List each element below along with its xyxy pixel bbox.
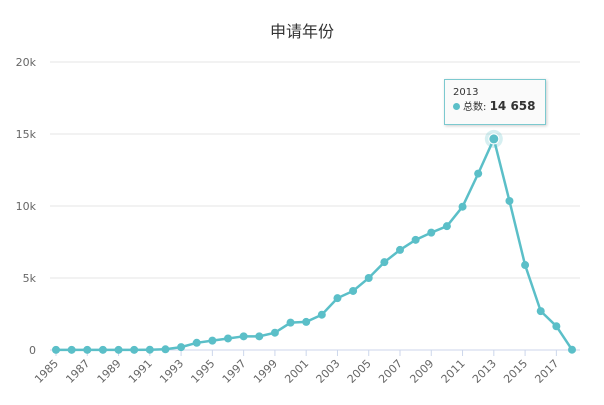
data-point: [302, 317, 311, 326]
data-point: [349, 286, 358, 295]
data-point: [474, 169, 483, 178]
data-point: [208, 336, 217, 345]
data-point: [458, 202, 467, 211]
data-point: [568, 345, 576, 354]
data-point: [224, 334, 232, 343]
x-tick-label: 1999: [251, 357, 280, 386]
y-tick-label: 20k: [16, 56, 37, 69]
data-point: [130, 345, 139, 354]
x-tick-label: 1987: [63, 357, 92, 386]
tooltip: 2013 总数: 14 658: [444, 79, 546, 125]
data-point: [286, 318, 295, 327]
x-tick-label: 1991: [126, 357, 155, 386]
data-point: [239, 332, 248, 341]
x-tick-label: 1997: [220, 357, 249, 386]
tooltip-year: 2013: [453, 87, 479, 98]
data-point: [255, 332, 264, 341]
x-tick-label: 2015: [501, 357, 530, 386]
data-point: [442, 222, 451, 231]
data-point: [364, 274, 373, 282]
x-tick-label: 1985: [32, 357, 61, 386]
data-point: [552, 322, 561, 331]
data-point: [411, 235, 420, 244]
data-point: [52, 345, 60, 354]
y-tick-label: 15k: [16, 128, 37, 141]
x-tick-label: 1989: [95, 357, 124, 386]
data-point: [83, 345, 92, 354]
data-point: [270, 328, 279, 337]
x-tick-label: 2005: [345, 357, 374, 386]
data-point: [114, 345, 123, 354]
data-point: [161, 345, 170, 354]
tooltip-label: 总数:: [463, 102, 487, 113]
data-point: [192, 338, 201, 347]
data-point: [505, 196, 514, 205]
y-tick-label: 0: [29, 344, 36, 357]
series-dot-icon: [453, 103, 460, 110]
x-tick-label: 2013: [470, 357, 499, 386]
data-point: [145, 345, 154, 354]
data-point: [98, 345, 107, 354]
x-tick-label: 2007: [376, 357, 405, 386]
data-point: [67, 345, 76, 354]
x-tick-label: 1993: [157, 357, 186, 386]
x-tick-label: 1995: [188, 357, 217, 386]
data-point: [521, 261, 530, 270]
data-point: [177, 343, 186, 352]
chart-title: 申请年份: [269, 22, 334, 41]
series-line: [56, 135, 574, 352]
x-tick-label: 2003: [314, 357, 343, 386]
x-tick-label: 2009: [407, 357, 436, 386]
data-point: [488, 133, 500, 145]
data-point: [396, 245, 404, 254]
x-tick-label: 2011: [439, 357, 468, 386]
data-point: [536, 307, 545, 316]
tooltip-value: 14 658: [489, 99, 536, 113]
data-point: [380, 258, 389, 267]
y-tick-label: 10k: [16, 200, 37, 213]
data-point: [333, 294, 342, 303]
y-tick-label: 5k: [23, 272, 37, 285]
x-tick-label: 2017: [532, 357, 561, 386]
data-point: [317, 310, 326, 319]
x-tick-label: 2001: [282, 357, 311, 386]
data-point: [427, 228, 436, 237]
